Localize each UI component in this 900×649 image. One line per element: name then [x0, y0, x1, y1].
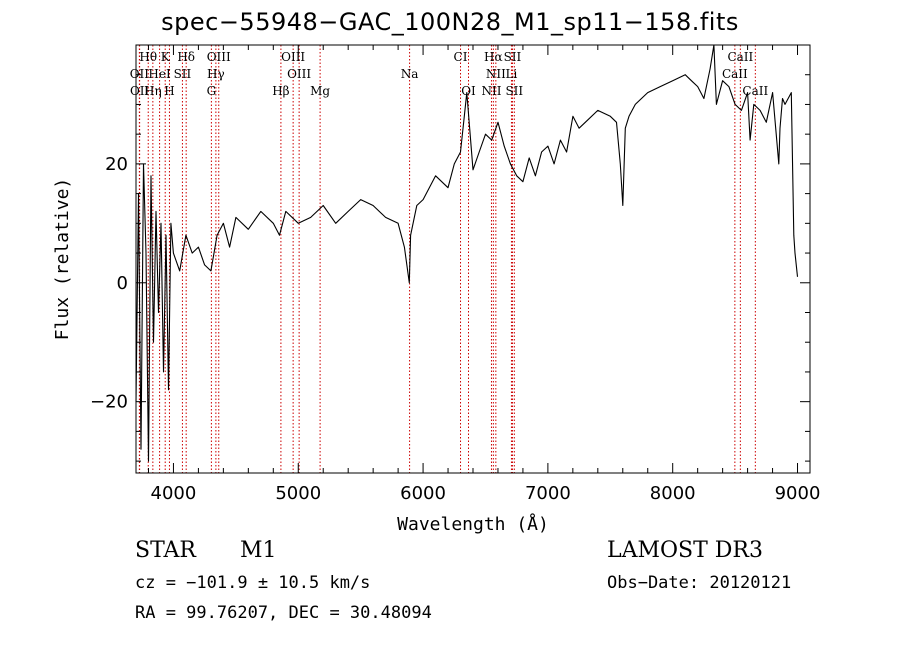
line-label: CaII: [742, 84, 768, 98]
plot-frame: [135, 44, 811, 474]
line-label: SII: [174, 67, 192, 81]
y-tick-label: −20: [90, 392, 128, 413]
line-label: K: [161, 50, 171, 64]
line-label: CaII: [722, 67, 748, 81]
survey-name: LAMOST DR3: [607, 538, 763, 563]
object-subclass: M1: [240, 538, 277, 563]
line-label: Hβ: [272, 84, 289, 98]
x-axis-label: Wavelength (Å): [397, 513, 549, 535]
x-tick-label: 8000: [650, 483, 696, 504]
line-label: SII: [505, 84, 523, 98]
axis-ticks: [136, 45, 810, 473]
line-label: HeI: [148, 67, 171, 81]
y-tick-label: 0: [117, 273, 128, 294]
line-label: OIII: [281, 50, 305, 64]
line-label: Li: [506, 67, 518, 81]
x-tick-label: 4000: [151, 483, 197, 504]
x-tick-label: 7000: [525, 483, 571, 504]
line-label: OI: [461, 84, 476, 98]
object-class: STAR: [135, 538, 196, 563]
spectrum-line: [135, 44, 799, 462]
chart-title: spec−55948−GAC_100N28_M1_sp11−158.fits: [161, 8, 739, 36]
x-tick-label: 9000: [775, 483, 821, 504]
line-label: Hα: [484, 50, 503, 64]
line-label: Hθ: [139, 50, 157, 64]
emission-line-markers: [138, 45, 756, 473]
tick-labels: 4000 5000 6000 7000 8000 9000 −20 0 20: [90, 154, 820, 504]
line-label: G: [207, 84, 217, 98]
line-label: Hγ: [207, 67, 225, 81]
coordinates: RA = 99.76207, DEC = 30.48094: [135, 603, 432, 623]
line-label: SII: [504, 50, 522, 64]
line-label: CI: [454, 50, 468, 64]
line-label: CaII: [727, 50, 753, 64]
line-label: H: [164, 84, 174, 98]
x-tick-label: 5000: [275, 483, 321, 504]
line-label: OIII: [207, 50, 231, 64]
line-label: OII: [130, 84, 150, 98]
observation-date: Obs−Date: 20120121: [607, 573, 792, 593]
line-label: Na: [401, 67, 419, 81]
redshift-velocity: cz = −101.9 ± 10.5 km/s: [135, 573, 371, 593]
line-label: OIII: [287, 67, 311, 81]
line-label: Hη: [144, 84, 162, 98]
line-label: NII: [486, 67, 506, 81]
line-label: Hδ: [177, 50, 195, 64]
line-label: NII: [481, 84, 501, 98]
y-axis-label: Flux (relative): [52, 178, 73, 341]
spectrum-series: [135, 44, 799, 462]
line-label: OII: [130, 67, 150, 81]
x-tick-label: 6000: [400, 483, 446, 504]
y-tick-label: 20: [105, 154, 128, 175]
line-label: Mg: [310, 84, 330, 98]
